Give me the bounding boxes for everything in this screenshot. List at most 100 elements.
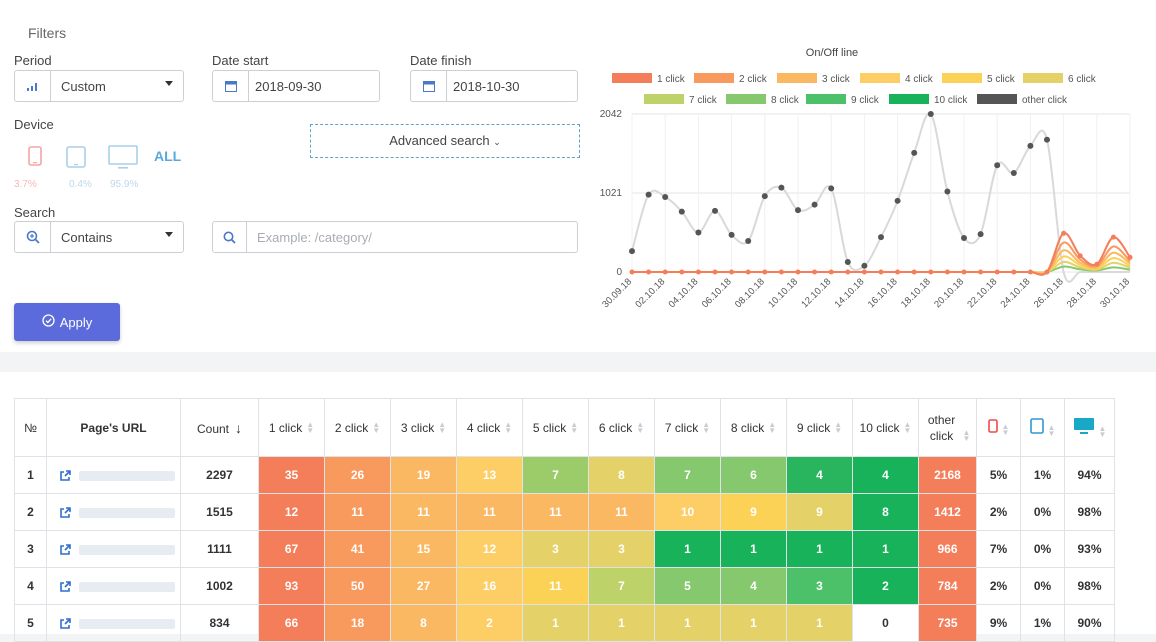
x-tick-label: 18.10.18 [899, 276, 933, 310]
search-label: Search [14, 205, 56, 220]
col-2-click[interactable]: 2 click ▲ ▼ [324, 398, 391, 457]
tablet-icon [1029, 418, 1044, 437]
external-link-icon[interactable] [59, 468, 71, 482]
col-8-click[interactable]: 8 click ▲ ▼ [720, 398, 787, 457]
data-point [977, 231, 984, 238]
col-mobile[interactable]: ▲ ▼ [976, 398, 1021, 457]
data-point [1027, 269, 1033, 275]
desktop-device-icon[interactable] [108, 145, 138, 176]
click-cell: 3 [588, 530, 655, 568]
legend-label: 10 click [934, 95, 968, 106]
col-other-click[interactable]: other click ▲ ▼ [918, 398, 977, 457]
device-pct-cell: 1% [1020, 456, 1065, 494]
data-point [745, 238, 752, 245]
x-tick-label: 04.10.18 [667, 276, 701, 310]
click-cell: 67 [258, 530, 325, 568]
x-tick-label: 02.10.18 [633, 276, 667, 310]
legend-swatch [726, 94, 766, 104]
click-cell: 1 [720, 530, 787, 568]
mobile-pct: 3.7% [14, 179, 37, 190]
click-cell: 1 [588, 604, 655, 642]
mobile-device-icon[interactable] [28, 146, 42, 171]
chart-title: On/Off line [806, 47, 858, 59]
col-count[interactable]: Count ↓ [180, 398, 259, 457]
count-cell: 1002 [180, 567, 259, 605]
legend-label: 7 click [689, 95, 718, 106]
data-point [811, 201, 818, 208]
col-3-click[interactable]: 3 click ▲ ▼ [390, 398, 457, 457]
period-select[interactable]: Custom [14, 70, 184, 102]
click-cell: 7 [588, 567, 655, 605]
y-tick-label: 1021 [600, 188, 623, 199]
date-start-input[interactable]: 2018-09-30 [212, 70, 380, 102]
external-link-icon[interactable] [59, 579, 71, 593]
click-cell: 6 [720, 456, 787, 494]
col-5-click[interactable]: 5 click ▲ ▼ [522, 398, 589, 457]
sort-icon: ▲ ▼ [636, 420, 645, 436]
col-6-click[interactable]: 6 click ▲ ▼ [588, 398, 655, 457]
click-cell: 5 [654, 567, 721, 605]
page-url-link[interactable] [79, 507, 175, 518]
external-link-icon[interactable] [59, 616, 71, 630]
signal-bars-icon [15, 71, 51, 101]
col-9-click[interactable]: 9 click ▲ ▼ [786, 398, 853, 457]
data-point [679, 269, 685, 275]
search-mode-value: Contains [61, 230, 113, 245]
page-url-cell [46, 604, 181, 642]
col-number: № [14, 398, 47, 457]
filters-panel [0, 0, 1156, 352]
calendar-icon [411, 71, 447, 101]
click-cell: 66 [258, 604, 325, 642]
data-point [894, 197, 901, 204]
advanced-search-toggle[interactable]: Advanced search ⌄ [310, 124, 580, 158]
check-circle-icon [42, 314, 55, 330]
page-url-link[interactable] [79, 618, 175, 629]
page-url-link[interactable] [79, 544, 175, 555]
click-cell: 15 [390, 530, 457, 568]
table-row: 3 1111 67 41 15 12 3 3 1 1 1 1 966 7% 0% 93% [14, 530, 1115, 568]
desktop-pct: 95.9% [110, 179, 139, 190]
y-tick-label: 2042 [600, 109, 623, 120]
legend-swatch [644, 94, 684, 104]
device-pct-cell: 9% [976, 604, 1021, 642]
data-point [911, 269, 917, 275]
data-point [812, 269, 818, 275]
x-tick-label: 24.10.18 [999, 276, 1033, 310]
external-link-icon[interactable] [59, 505, 71, 519]
data-point [795, 207, 801, 214]
click-cell: 2 [852, 567, 919, 605]
data-point [895, 269, 901, 275]
click-cell: 7 [522, 456, 589, 494]
click-cell: 12 [258, 493, 325, 531]
data-point [629, 248, 635, 255]
col-desktop[interactable]: ▲ ▼ [1064, 398, 1115, 457]
click-cell: 8 [390, 604, 457, 642]
search-mode-select[interactable]: Contains [14, 221, 184, 253]
data-point [778, 269, 784, 275]
search-input[interactable]: Example: /category/ [212, 221, 578, 253]
click-cell: 50 [324, 567, 391, 605]
x-tick-label: 14.10.18 [833, 276, 867, 310]
col-4-click[interactable]: 4 click ▲ ▼ [456, 398, 523, 457]
sort-icon: ▲ ▼ [1047, 422, 1056, 438]
sort-icon: ▲ ▼ [438, 420, 447, 436]
col-1-click[interactable]: 1 click ▲ ▼ [258, 398, 325, 457]
external-link-icon[interactable] [59, 542, 71, 556]
page-url-link[interactable] [79, 581, 175, 592]
row-number: 3 [14, 530, 47, 568]
date-finish-input[interactable]: 2018-10-30 [410, 70, 578, 102]
tablet-device-icon[interactable] [66, 146, 86, 173]
click-cell: 966 [918, 530, 977, 568]
apply-button[interactable]: Apply [14, 303, 120, 341]
device-all-toggle[interactable]: ALL [154, 148, 182, 164]
data-point [1127, 254, 1133, 260]
col-10-click[interactable]: 10 click ▲ ▼ [852, 398, 919, 457]
click-cell: 18 [324, 604, 391, 642]
device-pct-cell: 0% [1020, 530, 1065, 568]
data-point [645, 191, 652, 198]
page-url-link[interactable] [79, 470, 175, 481]
col-tablet[interactable]: ▲ ▼ [1020, 398, 1065, 457]
col-7-click[interactable]: 7 click ▲ ▼ [654, 398, 721, 457]
sort-icon: ▲ ▼ [570, 420, 579, 436]
data-point [961, 234, 967, 241]
